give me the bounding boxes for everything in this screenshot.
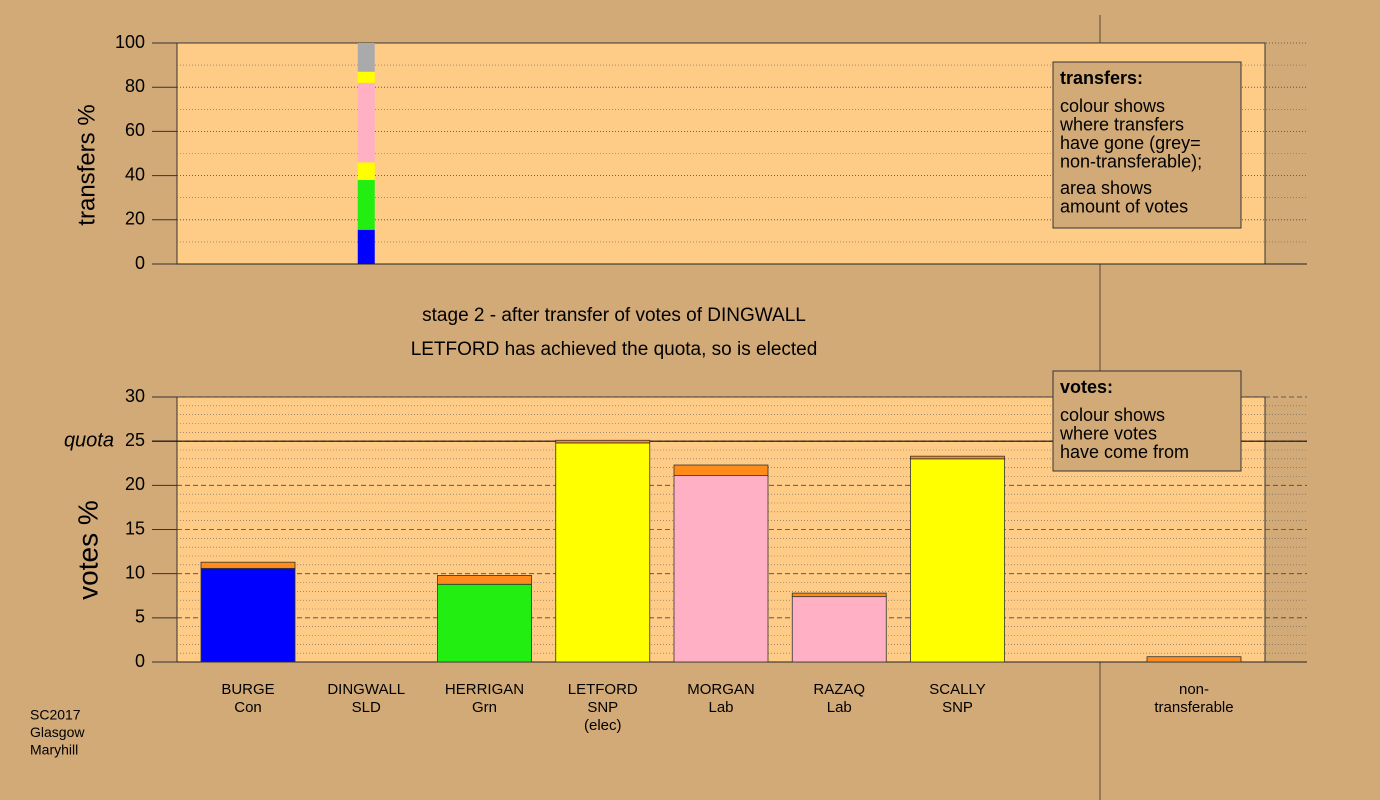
y-tick-label: 80 [125,76,145,96]
footer-text: SC2017 [30,707,81,723]
y-tick-label: 15 [125,518,145,538]
y-tick-label: 0 [135,651,145,671]
annotation-box [1052,370,1242,472]
annotation-text: non-transferable); [1060,151,1202,171]
transfer-bar-segment [555,439,651,444]
annotation-text: area shows [1060,178,1152,198]
transfer-bar-segment [673,464,769,477]
annotation-text: where votes [1059,423,1157,443]
y-tick-label: 30 [125,386,145,406]
x-tick-label: RAZAQ [813,681,865,698]
annotation-title: votes: [1060,377,1113,397]
annotation-box [1052,61,1242,229]
x-tick-label: non- [1179,681,1209,698]
x-tick-label: HERRIGAN [445,681,524,698]
x-tick-label: Grn [472,699,497,716]
footer-text: Glasgow [30,724,85,740]
x-tick-label: SNP [587,699,618,716]
y-tick-label: 100 [115,32,145,52]
bar-segment [437,583,532,663]
transfer-bar-segment [200,561,296,569]
bar-segment [555,442,651,663]
x-tick-label: SCALLY [929,681,985,698]
y-axis-label: votes % [72,500,103,600]
annotation-text: where transfers [1059,114,1184,134]
x-tick-label: Con [234,699,262,716]
transfer-segment [357,82,375,103]
x-tick-label: (elec) [584,717,622,734]
quota-label: quota [64,429,114,451]
y-axis-label: transfers % [73,104,100,225]
transfer-bar-segment [791,592,887,598]
y-tick-label: 60 [125,120,145,140]
x-tick-label: BURGE [221,681,274,698]
transfer-bar-segment [437,575,532,585]
annotation-title: transfers: [1060,68,1143,88]
x-tick-label: SLD [352,699,381,716]
transfer-segment [357,102,375,163]
chart-title: LETFORD has achieved the quota, so is el… [411,339,818,360]
annotation-text: colour shows [1060,96,1165,116]
y-tick-label: 0 [135,253,145,273]
y-tick-label: 5 [135,607,145,627]
x-tick-label: LETFORD [568,681,638,698]
transfer-segment [357,229,375,264]
annotation-text: colour shows [1060,405,1165,425]
annotation-text: have come from [1060,442,1189,462]
y-tick-label: 20 [125,209,145,229]
footer-text: Maryhill [30,742,78,758]
chart-title: stage 2 - after transfer of votes of DIN… [422,305,806,326]
transfer-segment [357,180,375,230]
y-tick-label: 10 [125,562,145,582]
x-tick-label: Lab [708,699,733,716]
transfer-bar-segment [910,455,1005,460]
bar-segment [200,567,296,663]
annotation-text: have gone (grey= [1060,133,1201,153]
bar-segment [791,596,887,663]
x-tick-label: MORGAN [687,681,755,698]
annotation-text: amount of votes [1060,196,1188,216]
x-tick-label: SNP [942,699,973,716]
x-tick-label: Lab [827,699,852,716]
bar-segment [673,475,769,663]
transfer-segment [357,43,375,72]
transfer-segment [357,71,375,83]
x-tick-label: transferable [1154,699,1233,716]
x-tick-label: DINGWALL [327,681,405,698]
transfer-segment [357,162,375,181]
transfer-bar-segment [1146,656,1242,663]
y-tick-label: 25 [125,430,145,450]
y-tick-label: 40 [125,164,145,184]
y-tick-label: 20 [125,474,145,494]
bar-segment [910,458,1005,663]
